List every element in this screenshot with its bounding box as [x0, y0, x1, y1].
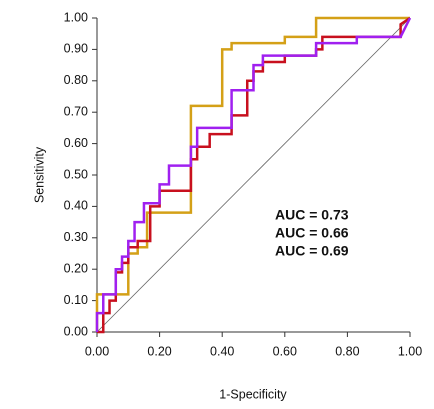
y-axis-title: Sensitivity: [32, 146, 46, 203]
y-tick-label: 0.70: [64, 104, 88, 118]
roc-curve: [95, 17, 412, 332]
legend-entry: AUC = 0.66: [275, 225, 349, 241]
y-tick-label: 0.60: [64, 136, 88, 150]
reference-diagonal: [96, 17, 411, 333]
x-tick-label: 0.00: [85, 344, 109, 358]
x-tick-label: 1.00: [398, 344, 422, 358]
y-tick-label: 0.40: [64, 199, 88, 213]
x-tick-label: 0.20: [147, 344, 171, 358]
y-tick-label: 0.50: [64, 167, 88, 181]
y-tick-label: 0.20: [64, 261, 88, 275]
y-tick-label: 0.00: [64, 324, 88, 338]
x-tick-label: 0.60: [273, 344, 297, 358]
y-tick-label: 0.90: [64, 42, 88, 56]
x-tick-label: 0.40: [210, 344, 234, 358]
y-tick-label: 0.80: [64, 73, 88, 87]
x-axis-title: 1-Specificity: [219, 387, 287, 401]
y-tick-label: 0.30: [64, 230, 88, 244]
y-tick-label: 0.10: [64, 293, 88, 307]
legend-entry: AUC = 0.73: [275, 207, 349, 223]
x-tick-label: 0.80: [335, 344, 359, 358]
y-tick-label: 1.00: [64, 10, 88, 24]
legend-entry: AUC = 0.69: [275, 243, 349, 259]
